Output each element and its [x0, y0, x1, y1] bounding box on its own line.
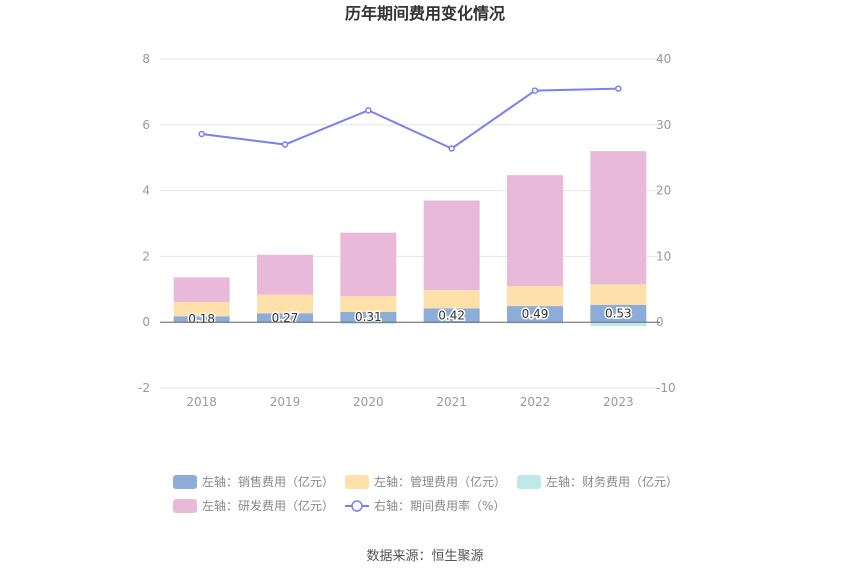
y-left-tick-label: 2: [142, 249, 150, 263]
sales-data-label: 0.49: [522, 307, 549, 321]
y-left-tick-label: -2: [138, 381, 150, 395]
x-tick-label: 2018: [186, 395, 217, 409]
finance-expense-bar: [340, 322, 397, 324]
x-tick-label: 2022: [520, 395, 551, 409]
bar-labels: 0.18 0.27 0.31 0.42 0.49 0.53: [187, 305, 633, 328]
sales-expense-bar: [173, 316, 230, 323]
rnd-expense-bar: [257, 254, 313, 295]
rnd-expense-bar: [423, 200, 480, 290]
grid-lines: [160, 58, 660, 389]
rnd-expense-bar: [590, 151, 647, 285]
y-left-tick-label: 6: [142, 118, 150, 132]
legend: 左轴：销售费用（亿元） 左轴：管理费用（亿元） 左轴：财务费用（亿元） 左轴：研发费用…: [173, 474, 678, 513]
rate-point: [615, 85, 622, 92]
rate-point: [198, 130, 205, 138]
x-tick-label: 2021: [436, 395, 467, 409]
data-source: 数据来源：恒生聚源: [366, 549, 483, 564]
sales-expense-bar: [423, 308, 480, 323]
admin-expense-bar: [423, 289, 480, 309]
sales-data-label: 0.53: [605, 306, 632, 320]
chart-title: 历年期间费用变化情况: [345, 4, 505, 23]
legend-rate-marker: [351, 500, 363, 512]
legend-sales-expense-label: 左轴：销售费用（亿元）: [202, 474, 334, 489]
admin-expense-bar: [590, 284, 647, 305]
rate-point: [365, 107, 372, 114]
legend-sales-expense-swatch: [173, 475, 197, 489]
y-right-tick-label: -10: [656, 381, 676, 395]
finance-expense-bar: [590, 322, 647, 327]
sales-data-label: 0.31: [355, 310, 382, 324]
y-right-tick-label: 40: [656, 52, 671, 66]
sales-data-label: 0.18: [188, 312, 215, 326]
y-right-tick-label: 20: [656, 184, 671, 198]
finance-expense-bar: [507, 322, 563, 324]
bars: [173, 151, 647, 327]
legend-admin-expense-label: 左轴：管理费用（亿元）: [374, 474, 506, 489]
sales-expense-bar: [340, 312, 397, 323]
y-left-tick-label: 4: [142, 184, 150, 198]
admin-expense-bar: [173, 302, 230, 317]
rate-point: [448, 145, 455, 152]
legend-finance-expense-swatch: [517, 475, 541, 489]
sales-data-label: 0.42: [438, 308, 465, 322]
rnd-expense-bar: [340, 232, 397, 297]
rate-point: [531, 87, 539, 94]
admin-expense-bar: [340, 296, 397, 313]
x-tick-label: 2019: [270, 395, 301, 409]
admin-expense-bar: [507, 286, 563, 307]
sales-expense-bar: [590, 304, 647, 323]
rnd-expense-bar: [507, 175, 563, 287]
legend-finance-expense-label: 左轴：财务费用（亿元）: [546, 474, 678, 489]
rnd-expense-bar: [173, 277, 230, 303]
sales-expense-bar: [507, 306, 563, 323]
sales-expense-bar: [257, 313, 313, 323]
y-right-tick-label: 10: [656, 249, 671, 263]
x-tick-label: 2020: [353, 395, 384, 409]
rate-line-path: [201, 87, 619, 150]
legend-rnd-expense-swatch: [173, 499, 197, 513]
legend-rnd-expense-label: 左轴：研发费用（亿元）: [202, 498, 334, 513]
legend-admin-expense-swatch: [345, 475, 369, 489]
legend-rate-label: 右轴：期间费用率（%）: [374, 498, 505, 513]
rate-point: [281, 141, 289, 148]
x-tick-label: 2023: [603, 395, 634, 409]
y-left-tick-label: 0: [142, 315, 150, 329]
rate-line: [198, 85, 622, 152]
y-right-tick-label: 30: [656, 118, 671, 132]
y-left-tick-label: 8: [142, 52, 150, 66]
admin-expense-bar: [257, 294, 313, 314]
